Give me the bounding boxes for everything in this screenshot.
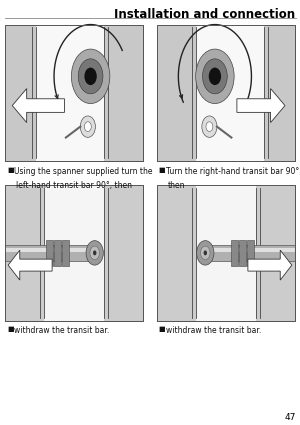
Bar [205, 245, 295, 261]
Bar [157, 25, 196, 161]
Circle shape [202, 116, 217, 137]
Bar [44, 185, 104, 321]
Text: withdraw the transit bar.: withdraw the transit bar. [166, 326, 262, 335]
Circle shape [202, 59, 227, 94]
Text: ■: ■ [159, 167, 165, 173]
Text: ■: ■ [7, 167, 14, 173]
Bar [157, 25, 295, 161]
Text: Turn the right-hand transit bar 90°,: Turn the right-hand transit bar 90°, [166, 167, 300, 176]
Bar [157, 25, 295, 161]
Bar [205, 248, 295, 252]
Circle shape [204, 250, 207, 255]
Text: then: then [168, 181, 185, 190]
Bar [5, 185, 143, 321]
Circle shape [80, 116, 95, 137]
Circle shape [86, 241, 104, 265]
Bar [5, 185, 143, 321]
Circle shape [200, 246, 210, 260]
Bar [247, 240, 254, 266]
Bar [196, 25, 264, 161]
Bar [5, 25, 143, 161]
Bar [5, 25, 36, 161]
Polygon shape [248, 250, 292, 280]
Circle shape [78, 59, 103, 94]
Circle shape [71, 49, 110, 104]
Text: Installation and connection: Installation and connection [114, 8, 296, 21]
Bar [157, 185, 295, 321]
Text: ■: ■ [159, 326, 165, 332]
Bar [196, 185, 256, 321]
Polygon shape [237, 88, 285, 122]
Circle shape [93, 250, 96, 255]
Text: Using the spanner supplied turn the: Using the spanner supplied turn the [14, 167, 153, 176]
Bar [36, 25, 104, 161]
Text: withdraw the transit bar.: withdraw the transit bar. [14, 326, 110, 335]
Polygon shape [12, 88, 64, 122]
Text: left-hand transit bar 90°, then: left-hand transit bar 90°, then [16, 181, 132, 190]
Bar [5, 25, 143, 161]
Bar [239, 240, 246, 266]
Bar [157, 185, 295, 321]
Circle shape [197, 241, 214, 265]
Bar [5, 248, 95, 252]
Polygon shape [8, 250, 52, 280]
Circle shape [196, 49, 234, 104]
Bar [264, 25, 295, 161]
Text: 47: 47 [284, 413, 296, 422]
Bar [157, 185, 196, 321]
Text: ■: ■ [7, 326, 14, 332]
Circle shape [84, 68, 97, 85]
Bar [54, 240, 61, 266]
Circle shape [209, 68, 221, 85]
Bar [104, 185, 143, 321]
Circle shape [206, 122, 213, 131]
Bar [46, 240, 53, 266]
Bar [5, 245, 95, 261]
Bar [256, 185, 295, 321]
Bar [5, 25, 143, 161]
Circle shape [84, 122, 91, 131]
Circle shape [90, 246, 100, 260]
Bar [5, 185, 44, 321]
Bar [62, 240, 69, 266]
Bar [104, 25, 143, 161]
Bar [157, 185, 295, 321]
Bar [231, 240, 238, 266]
Bar [157, 25, 295, 161]
Bar [5, 185, 143, 321]
